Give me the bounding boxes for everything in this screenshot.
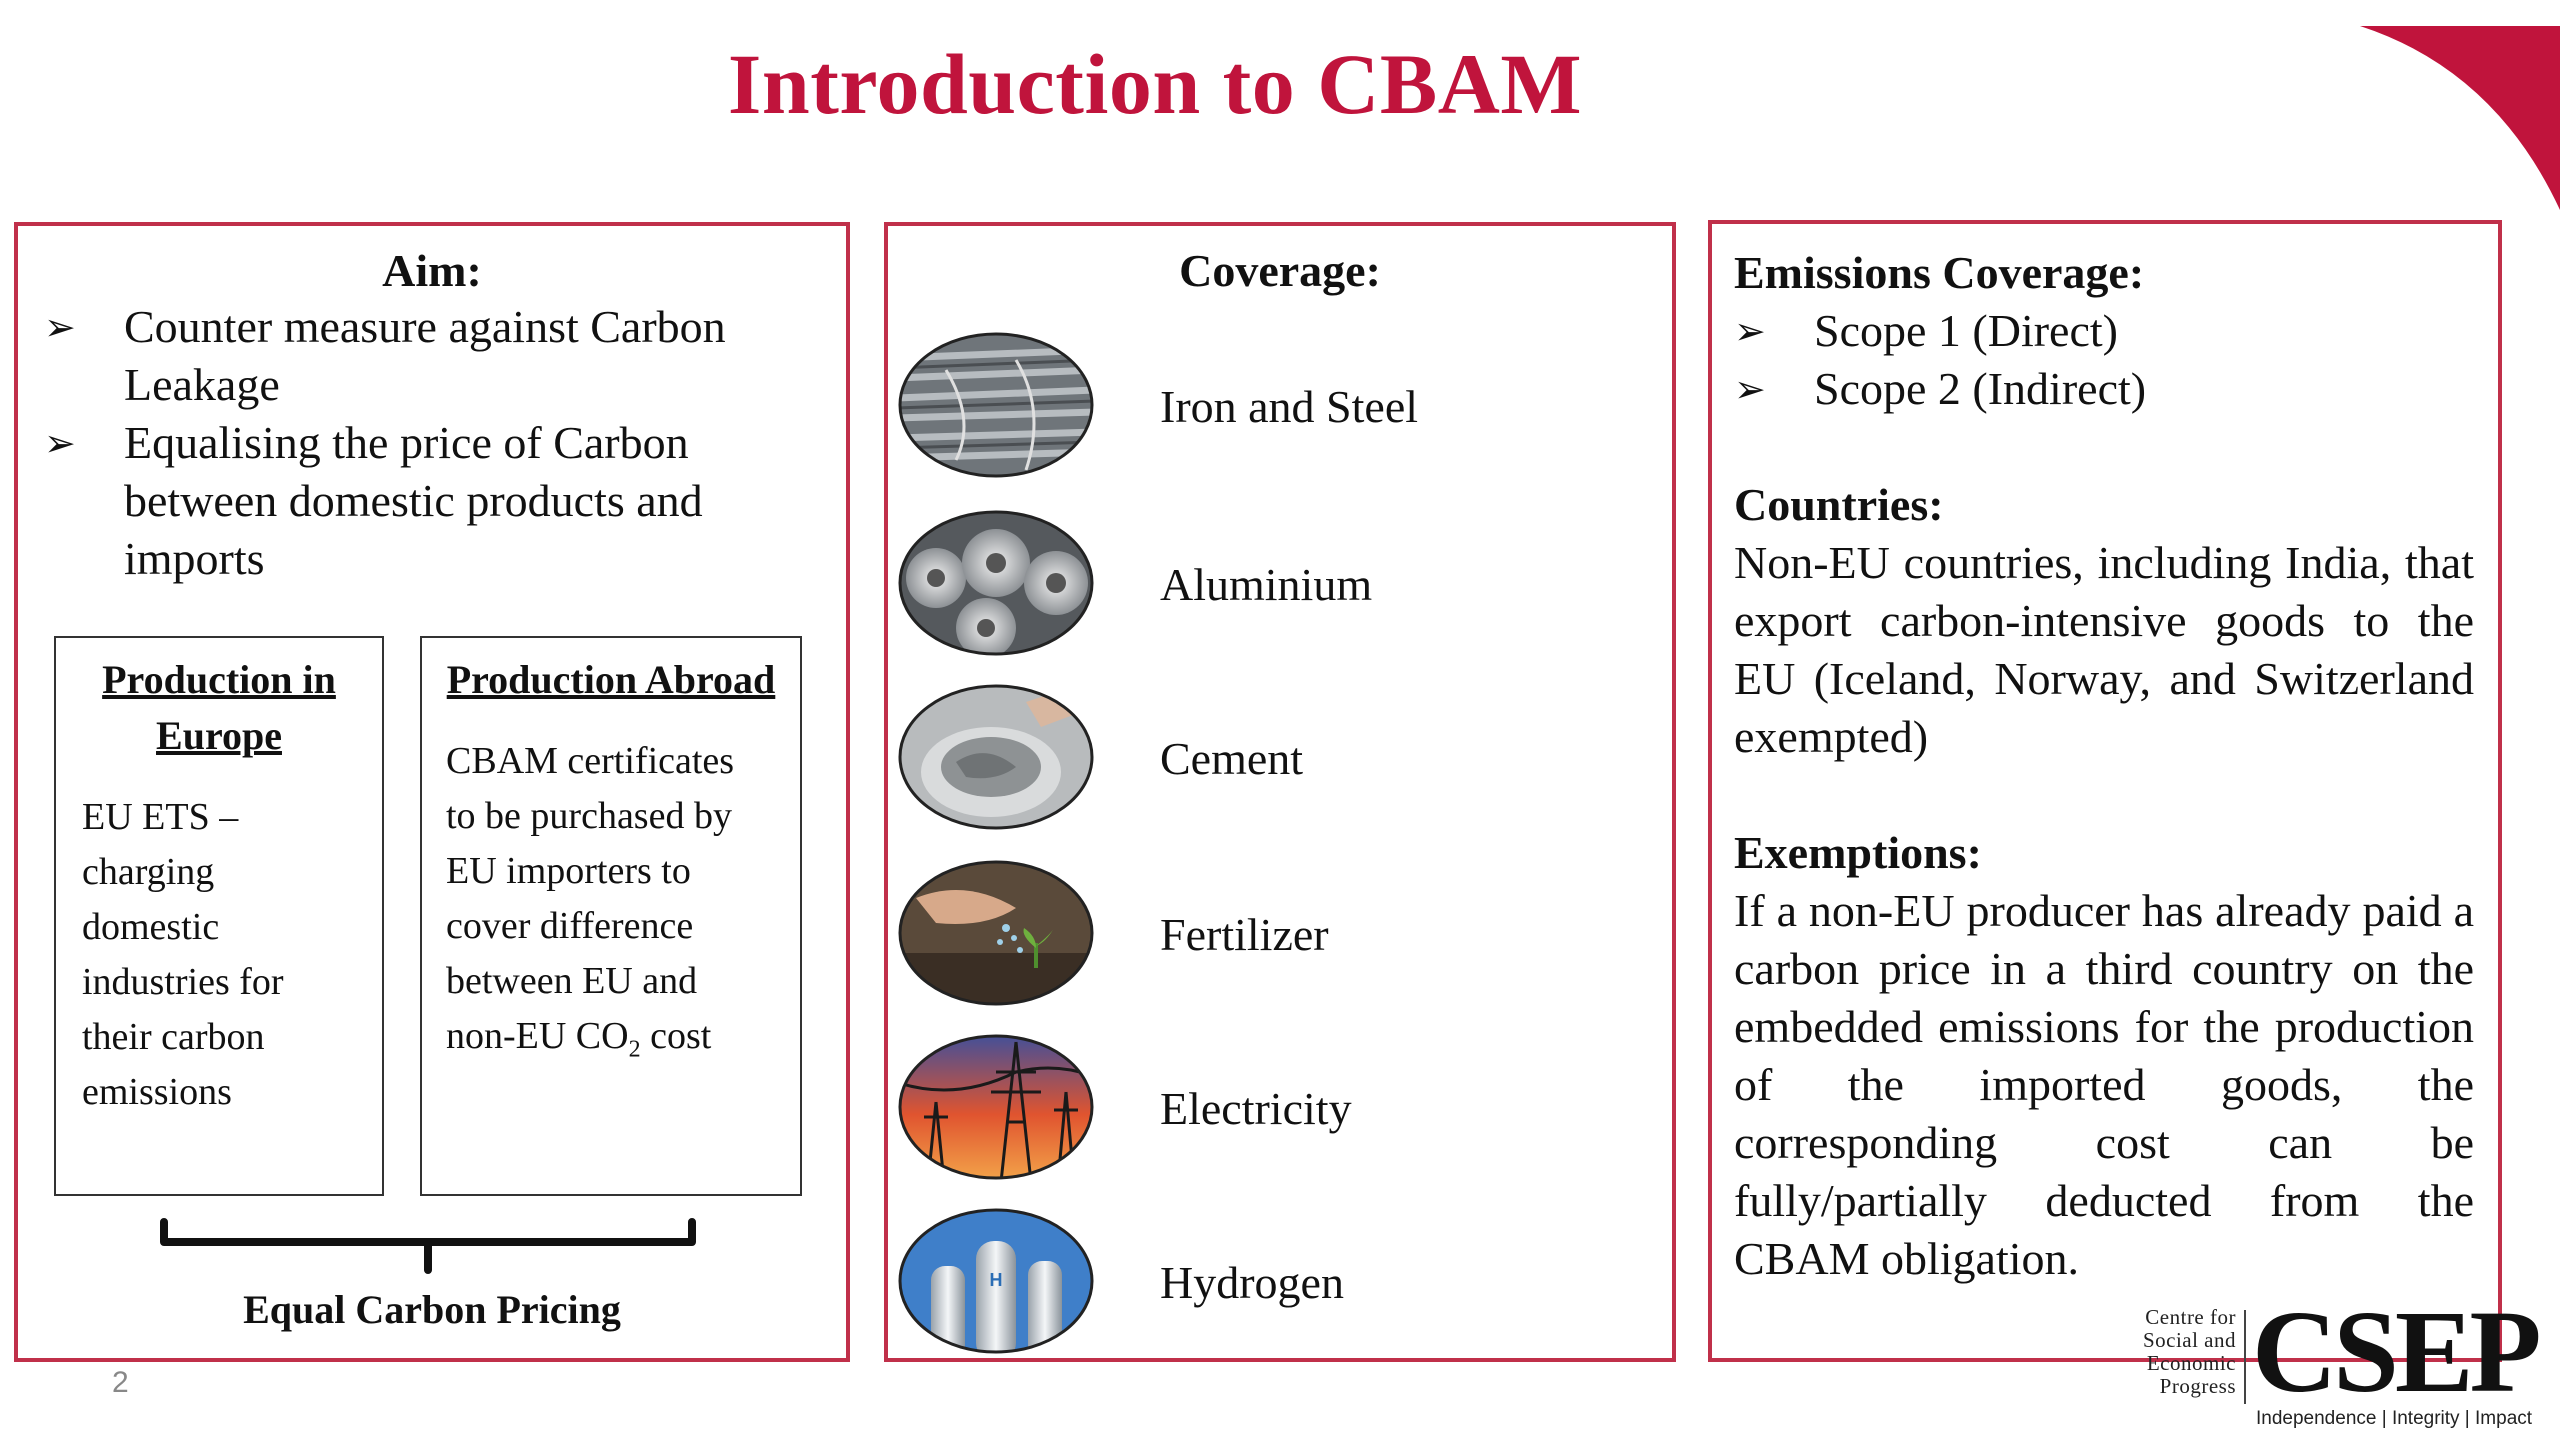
- arrow-bullet-icon: ➢: [44, 305, 76, 349]
- arrow-bullet-icon: ➢: [44, 421, 76, 465]
- aim-bullet: ➢ Counter measure against Carbon Leakage: [44, 298, 834, 414]
- countries-block: Countries: Non-EU countries, including I…: [1734, 476, 2474, 766]
- coverage-item-electricity: Electricity: [896, 1032, 1656, 1182]
- coverage-item-hydrogen: H Hydrogen: [896, 1206, 1656, 1356]
- coverage-label: Iron and Steel: [1160, 381, 1419, 432]
- production-europe-box: Production in Europe EU ETS – charging d…: [54, 636, 384, 1196]
- countries-text: Non-EU countries, including India, that …: [1734, 537, 2474, 762]
- hydrogen-tanks-icon: H: [898, 1208, 1094, 1354]
- equal-carbon-pricing-label: Equal Carbon Pricing: [243, 1287, 621, 1332]
- logo-organisation-name: Centre for Social and Economic Progress: [2142, 1305, 2236, 1398]
- coverage-item-cement: Cement: [896, 682, 1656, 832]
- coverage-label: Aluminium: [1160, 559, 1373, 610]
- exemptions-heading: Exemptions:: [1734, 827, 1982, 878]
- production-abroad-title: Production Abroad: [446, 657, 776, 702]
- coverage-label: Electricity: [1160, 1083, 1352, 1134]
- coverage-heading: Coverage:: [1179, 245, 1381, 296]
- production-europe-text: EU ETS – charging domestic industries fo…: [82, 796, 284, 1113]
- aim-heading: Aim:: [382, 245, 482, 296]
- coverage-item-fertilizer: Fertilizer: [896, 858, 1656, 1008]
- aim-bullet-list: ➢ Counter measure against Carbon Leakage…: [44, 298, 834, 588]
- coverage-item-iron-steel: Iron and Steel: [896, 330, 1656, 480]
- aluminium-rolls-icon: [898, 510, 1094, 656]
- coverage-label: Hydrogen: [1160, 1257, 1344, 1308]
- steel-bars-icon: [898, 332, 1094, 478]
- logo-divider: [2244, 1310, 2246, 1404]
- scope-list: ➢ Scope 1 (Direct) ➢ Scope 2 (Indirect): [1734, 302, 2474, 418]
- coverage-panel: Coverage: Iron and Steel: [884, 222, 1676, 1362]
- exemptions-text: If a non-EU producer has already paid a …: [1734, 885, 2474, 1284]
- power-tower-icon: [898, 1034, 1094, 1180]
- production-abroad-box: Production Abroad CBAM certificates to b…: [420, 636, 802, 1196]
- production-europe-title: Production in Europe: [102, 657, 336, 758]
- slide-title: Introduction to CBAM: [727, 36, 1583, 132]
- corner-decoration: [2360, 26, 2560, 210]
- production-abroad-text: CBAM certificates to be purchased by EU …: [446, 740, 735, 1063]
- exemptions-block: Exemptions: If a non-EU producer has alr…: [1734, 824, 2474, 1288]
- emissions-panel: Emissions Coverage: ➢ Scope 1 (Direct) ➢…: [1708, 220, 2502, 1362]
- coverage-label: Cement: [1160, 733, 1304, 784]
- svg-text:H: H: [990, 1270, 1003, 1290]
- csep-logo: Centre for Social and Economic Progress …: [2120, 1292, 2550, 1436]
- coverage-item-aluminium: Aluminium: [896, 508, 1656, 658]
- cement-icon: [898, 684, 1094, 830]
- page-number: 2: [112, 1366, 129, 1399]
- logo-tagline: Independence | Integrity | Impact: [2256, 1408, 2533, 1429]
- emissions-coverage-heading: Emissions Coverage:: [1734, 247, 2145, 298]
- arrow-bullet-icon: ➢: [1734, 367, 1766, 411]
- countries-heading: Countries:: [1734, 479, 1944, 530]
- aim-bullet: ➢ Equalising the price of Carbon between…: [44, 414, 834, 588]
- arrow-bullet-icon: ➢: [1734, 309, 1766, 353]
- logo-wordmark: CSEP: [2252, 1286, 2542, 1417]
- fertilizer-icon: [898, 860, 1094, 1006]
- scope-item: ➢ Scope 1 (Direct): [1734, 302, 2474, 360]
- scope-item: ➢ Scope 2 (Indirect): [1734, 360, 2474, 418]
- emissions-coverage-block: Emissions Coverage: ➢ Scope 1 (Direct) ➢…: [1734, 244, 2474, 418]
- coverage-label: Fertilizer: [1160, 909, 1329, 960]
- aim-panel: Aim: ➢ Counter measure against Carbon Le…: [14, 222, 850, 1362]
- curly-brace-icon: [160, 1218, 696, 1274]
